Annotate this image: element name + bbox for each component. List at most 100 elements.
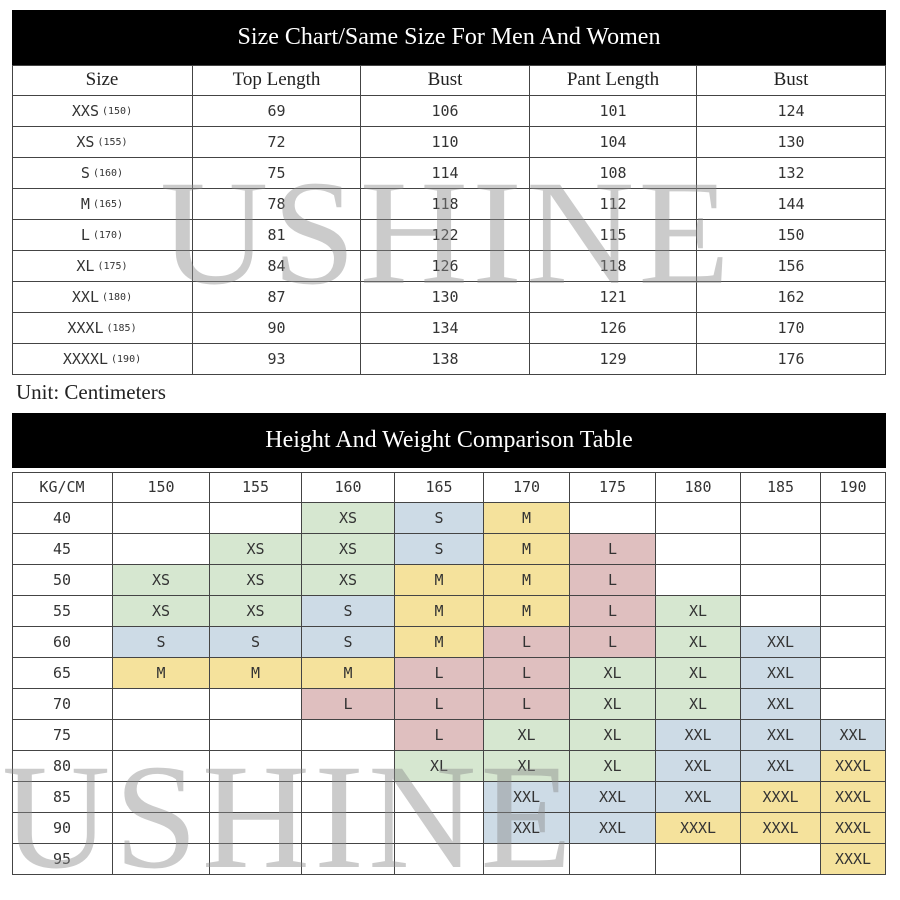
size-cell: XL [656, 658, 741, 689]
height-note: (165) [92, 198, 124, 210]
weight-cell: 85 [12, 782, 113, 813]
size-cell: M [395, 596, 484, 627]
value-cell: 104 [530, 127, 697, 158]
size-cell [821, 658, 886, 689]
value-cell: 144 [697, 189, 886, 220]
size-cell: XXXL [821, 813, 886, 844]
size-cell: M [484, 503, 570, 534]
value-cell: 176 [697, 344, 886, 375]
value-cell: 87 [193, 282, 361, 313]
size-cell: XL [570, 720, 656, 751]
value-cell: 156 [697, 251, 886, 282]
value-cell: 138 [361, 344, 530, 375]
size-cell: S [113, 627, 210, 658]
weight-cell: 90 [12, 813, 113, 844]
height-cell: 175 [570, 472, 656, 503]
size-cell: L [395, 689, 484, 720]
size-cell: L [395, 658, 484, 689]
size-cell: XS [210, 534, 302, 565]
size-cell [821, 534, 886, 565]
size-cell: L [302, 689, 395, 720]
size-cell: L [570, 565, 656, 596]
size-cell: XXL [570, 813, 656, 844]
size-label: XXL [71, 288, 99, 306]
size-cell: XXXL [821, 751, 886, 782]
value-cell: 75 [193, 158, 361, 189]
value-cell: 115 [530, 220, 697, 251]
size-cell: L [570, 534, 656, 565]
size-cell [741, 844, 821, 875]
value-cell: 129 [530, 344, 697, 375]
size-cell [113, 751, 210, 782]
size-cell [210, 844, 302, 875]
value-cell: 72 [193, 127, 361, 158]
size-cell: XXL [741, 689, 821, 720]
size-cell: XL [395, 751, 484, 782]
height-cell: 180 [656, 472, 741, 503]
size-cell [395, 813, 484, 844]
table-frame [12, 472, 886, 875]
header-cell: Top Length [193, 65, 361, 96]
value-cell: 81 [193, 220, 361, 251]
size-cell [395, 844, 484, 875]
size-cell: M (165) [12, 189, 193, 220]
size-cell: XL [570, 658, 656, 689]
value-cell: 134 [361, 313, 530, 344]
value-cell: 114 [361, 158, 530, 189]
value-cell: 130 [697, 127, 886, 158]
height-note: (185) [106, 322, 137, 334]
size-cell: S (160) [12, 158, 193, 189]
size-label: XXXXL [62, 350, 109, 368]
size-cell: M [210, 658, 302, 689]
height-note: (175) [97, 260, 128, 272]
value-cell: 90 [193, 313, 361, 344]
header-cell: Size [12, 65, 193, 96]
corner-cell: KG/CM [12, 472, 113, 503]
size-cell: M [113, 658, 210, 689]
size-cell: XXXL [821, 782, 886, 813]
value-cell: 118 [361, 189, 530, 220]
value-cell: 150 [697, 220, 886, 251]
size-cell: XXXL [741, 782, 821, 813]
size-cell: XS [302, 534, 395, 565]
header-cell: Pant Length [530, 65, 697, 96]
height-note: (180) [101, 291, 133, 303]
size-cell [741, 565, 821, 596]
size-cell [210, 503, 302, 534]
size-cell [113, 720, 210, 751]
height-cell: 165 [395, 472, 484, 503]
unit-note: Unit: Centimeters [16, 380, 166, 404]
size-cell [302, 720, 395, 751]
size-cell: XS [113, 565, 210, 596]
size-cell: XXL [741, 720, 821, 751]
size-cell: XXL [821, 720, 886, 751]
size-cell [302, 751, 395, 782]
size-cell [656, 565, 741, 596]
size-cell [113, 534, 210, 565]
weight-cell: 60 [12, 627, 113, 658]
value-cell: 121 [530, 282, 697, 313]
size-cell [741, 503, 821, 534]
size-cell: S [302, 596, 395, 627]
size-cell [210, 782, 302, 813]
size-cell: L [484, 689, 570, 720]
weight-cell: 40 [12, 503, 113, 534]
size-cell: XL [570, 751, 656, 782]
size-cell [821, 689, 886, 720]
value-cell: 108 [530, 158, 697, 189]
size-chart-title: Size Chart/Same Size For Men And Women [12, 10, 886, 65]
size-cell: M [302, 658, 395, 689]
size-cell: XXL [656, 782, 741, 813]
value-cell: 78 [193, 189, 361, 220]
size-cell [210, 689, 302, 720]
value-cell: 101 [530, 96, 697, 127]
size-cell: XS [113, 596, 210, 627]
size-label: XXS [71, 102, 99, 120]
size-label: S [80, 164, 90, 182]
size-cell [570, 503, 656, 534]
size-cell [210, 720, 302, 751]
size-cell [656, 844, 741, 875]
value-cell: 126 [530, 313, 697, 344]
value-cell: 132 [697, 158, 886, 189]
size-cell: S [395, 534, 484, 565]
